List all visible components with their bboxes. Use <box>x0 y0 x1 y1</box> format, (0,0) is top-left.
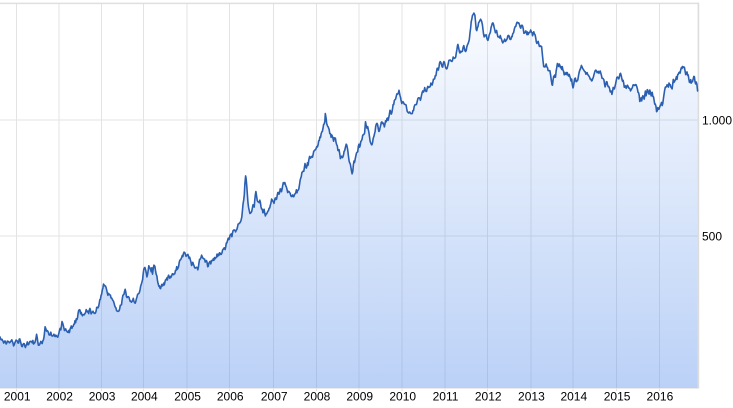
svg-text:2009: 2009 <box>346 390 373 404</box>
svg-text:2001: 2001 <box>4 390 31 404</box>
svg-text:2013: 2013 <box>518 390 545 404</box>
svg-text:2005: 2005 <box>174 390 201 404</box>
svg-text:2012: 2012 <box>475 390 502 404</box>
svg-text:2011: 2011 <box>433 390 459 404</box>
svg-text:2004: 2004 <box>131 390 158 404</box>
svg-text:500: 500 <box>702 230 722 244</box>
svg-text:1.000: 1.000 <box>702 114 732 128</box>
svg-text:2010: 2010 <box>389 390 416 404</box>
svg-text:2008: 2008 <box>304 390 331 404</box>
svg-text:2003: 2003 <box>89 390 116 404</box>
svg-text:2014: 2014 <box>560 390 587 404</box>
svg-text:2016: 2016 <box>647 390 674 404</box>
svg-text:2002: 2002 <box>46 390 73 404</box>
svg-text:2006: 2006 <box>217 390 244 404</box>
svg-text:2007: 2007 <box>261 390 288 404</box>
svg-text:2015: 2015 <box>604 390 631 404</box>
